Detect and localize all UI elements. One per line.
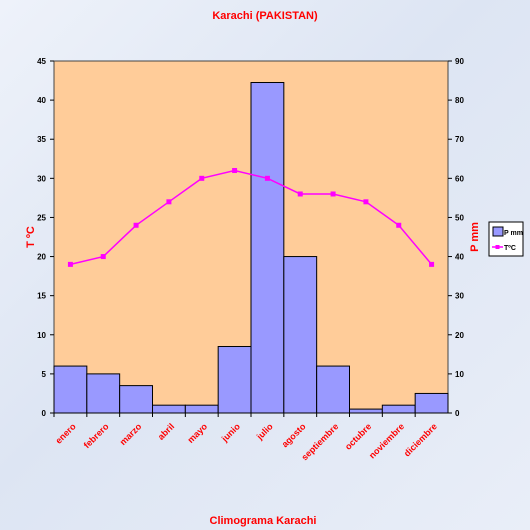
x-tick-label-abril: abril bbox=[156, 421, 177, 442]
x-axis: enero febrero marzo abril mayo junio julio agos… bbox=[53, 413, 439, 462]
temp-point-noviembre bbox=[396, 222, 402, 228]
left-tick-label: 40 bbox=[37, 96, 46, 105]
x-tick-label-junio: junio bbox=[219, 421, 242, 444]
right-axis: 0 10 20 30 40 50 60 70 80 90 bbox=[448, 57, 464, 418]
legend-label-precipitation: P mm bbox=[504, 230, 523, 237]
right-tick-label: 40 bbox=[455, 253, 464, 262]
precip-bar-septiembre bbox=[316, 365, 351, 414]
left-tick-label: 10 bbox=[37, 331, 46, 340]
left-axis: 0 5 10 15 20 25 30 35 40 45 bbox=[37, 57, 54, 418]
precip-bar-abril bbox=[152, 404, 186, 414]
right-tick-label: 50 bbox=[455, 213, 464, 222]
right-tick-label: 80 bbox=[455, 96, 464, 105]
left-tick-label: 5 bbox=[42, 370, 47, 379]
precip-bar-noviembre bbox=[381, 404, 416, 414]
x-tick-label-diciembre: diciembre bbox=[402, 421, 439, 458]
legend-swatch-precipitation bbox=[492, 226, 504, 237]
temp-point-febrero bbox=[100, 254, 106, 260]
precip-bar-junio bbox=[217, 346, 252, 414]
left-tick-label: 45 bbox=[37, 57, 46, 66]
precip-bar-diciembre bbox=[414, 392, 449, 414]
right-tick-label: 20 bbox=[455, 331, 464, 340]
right-tick-label: 90 bbox=[455, 57, 464, 66]
x-tick-label-octubre: octubre bbox=[343, 421, 373, 451]
x-tick-label-agosto: agosto bbox=[280, 421, 308, 449]
chart-title: Karachi (PAKISTAN) bbox=[212, 10, 318, 22]
temp-point-julio bbox=[264, 175, 270, 181]
legend-marker-temperature bbox=[495, 245, 500, 249]
temp-point-abril bbox=[166, 199, 172, 205]
x-tick-label-mayo: mayo bbox=[185, 421, 209, 445]
temp-point-enero bbox=[67, 261, 73, 267]
precip-bar-agosto bbox=[283, 256, 318, 414]
precip-bar-enero bbox=[53, 365, 88, 414]
legend: P mm TºC bbox=[488, 221, 524, 257]
x-tick-label-julio: julio bbox=[254, 421, 275, 442]
right-tick-label: 30 bbox=[455, 292, 464, 301]
legend-label-temperature: TºC bbox=[504, 245, 516, 252]
x-tick-label-enero: enero bbox=[53, 421, 78, 446]
x-axis-label: Climograma Karachi bbox=[210, 515, 317, 527]
right-tick-label: 10 bbox=[455, 370, 464, 379]
x-tick-label-marzo: marzo bbox=[118, 421, 144, 447]
x-tick-label-febrero: febrero bbox=[82, 421, 111, 450]
temperature-line bbox=[67, 168, 435, 267]
right-tick-label: 70 bbox=[455, 135, 464, 144]
right-tick-label: 60 bbox=[455, 174, 464, 183]
temp-point-junio bbox=[232, 168, 238, 174]
y-axis-label-right: P mm bbox=[469, 222, 481, 252]
precip-bar-mayo bbox=[184, 404, 219, 414]
temp-point-mayo bbox=[199, 175, 205, 181]
temperature-series-line bbox=[70, 169, 433, 266]
precip-bar-octubre bbox=[349, 408, 383, 414]
left-tick-label: 15 bbox=[37, 292, 46, 301]
precip-bar-julio bbox=[250, 82, 285, 414]
x-tick-label-noviembre: noviembre bbox=[367, 421, 406, 460]
temp-point-septiembre bbox=[330, 191, 336, 197]
precip-bar-marzo bbox=[119, 385, 153, 414]
left-tick-label: 20 bbox=[37, 253, 46, 262]
left-tick-label: 30 bbox=[37, 174, 46, 183]
left-tick-label: 25 bbox=[37, 213, 46, 222]
temp-point-diciembre bbox=[429, 261, 435, 267]
right-tick-label: 0 bbox=[455, 409, 460, 418]
temp-point-agosto bbox=[297, 191, 303, 197]
temp-point-octubre bbox=[363, 199, 369, 205]
left-tick-label: 35 bbox=[37, 135, 46, 144]
y-axis-label-left: T ºC bbox=[25, 226, 37, 248]
precipitation-bars bbox=[53, 82, 449, 414]
temp-point-marzo bbox=[133, 222, 139, 228]
left-tick-label: 0 bbox=[42, 409, 47, 418]
precip-bar-febrero bbox=[86, 373, 121, 414]
